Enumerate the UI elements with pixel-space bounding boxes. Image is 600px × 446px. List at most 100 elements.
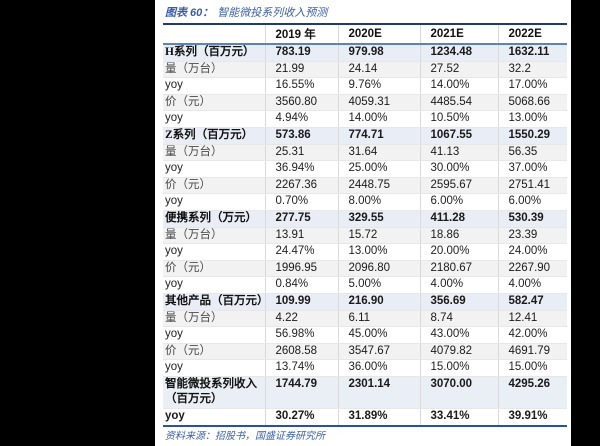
column-header: 2021E: [419, 24, 498, 45]
cell-value: 2096.80: [337, 260, 420, 278]
cell-value: 2267.36: [264, 177, 338, 195]
source-note: 资料来源：招股书，国盛证券研究所: [165, 430, 325, 442]
cell-value: 10.50%: [419, 110, 498, 128]
table-row: yoy 0.70% 8.00% 6.00% 6.00%: [163, 193, 567, 211]
table-row: 智能微投系列收入（百万元） 1744.79 2301.14 3070.00 4295.2…: [163, 376, 567, 410]
row-label: 价（元）: [163, 260, 265, 278]
cell-value: 774.71: [337, 127, 420, 145]
cell-value: 17.00%: [497, 77, 567, 95]
forecast-table-head-row: 2019 年 2020E 2021E 2022E: [163, 24, 567, 45]
cell-value: 5.00%: [337, 276, 420, 294]
cell-value: 43.00%: [419, 326, 498, 344]
cell-value: 4485.54: [419, 94, 498, 112]
cell-value: 2448.75: [337, 177, 420, 195]
cell-value: 30.00%: [419, 160, 498, 178]
row-label: yoy: [163, 326, 265, 344]
row-label: 其他产品（百万元）: [163, 293, 265, 311]
row-label: yoy: [163, 193, 265, 211]
cell-value: 27.52: [419, 61, 498, 79]
table-row: yoy 24.47% 13.00% 20.00% 24.00%: [163, 243, 567, 261]
cell-value: 6.00%: [497, 193, 567, 211]
table-row: 价（元） 1996.95 2096.80 2180.67 2267.90: [163, 260, 567, 278]
cell-value: 42.00%: [497, 326, 567, 344]
cell-value: 14.00%: [337, 110, 420, 128]
cell-value: 329.55: [337, 210, 420, 228]
row-label: 量（万台）: [163, 227, 265, 245]
row-label: Z系列（百万元）: [163, 127, 265, 145]
cell-value: 4.00%: [497, 276, 567, 294]
cell-value: 3547.67: [337, 343, 420, 361]
cell-value: 1996.95: [264, 260, 338, 278]
cell-value: 4059.31: [337, 94, 420, 112]
table-row: 价（元） 2608.58 3547.67 4079.82 4691.79: [163, 343, 567, 361]
table-row: yoy 30.27% 31.89% 33.41% 39.91%: [163, 408, 567, 427]
cell-value: 1744.79: [264, 376, 338, 410]
row-label: 量（万台）: [163, 310, 265, 328]
cell-value: 356.69: [419, 293, 498, 311]
cell-value: 1234.48: [419, 44, 498, 62]
cell-value: 8.74: [419, 310, 498, 328]
cell-value: 32.2: [497, 61, 567, 79]
table-title: 图表 60： 智能微投系列收入预测: [165, 6, 565, 20]
cell-value: 56.35: [497, 144, 567, 162]
table-row: yoy 0.84% 5.00% 4.00% 4.00%: [163, 276, 567, 294]
table-row: yoy 56.98% 45.00% 43.00% 42.00%: [163, 326, 567, 344]
row-label: 价（元）: [163, 343, 265, 361]
column-header: 2019 年: [264, 24, 338, 45]
cell-value: 36.94%: [264, 160, 338, 178]
corner-cell: [163, 24, 265, 45]
cell-value: 4.94%: [264, 110, 338, 128]
cell-value: 109.99: [264, 293, 338, 311]
cell-value: 2180.67: [419, 260, 498, 278]
cell-value: 4079.82: [419, 343, 498, 361]
cell-value: 31.64: [337, 144, 420, 162]
cell-value: 36.00%: [337, 359, 420, 377]
figure-title-text: 智能微投系列收入预测: [217, 7, 328, 19]
cell-value: 24.47%: [264, 243, 338, 261]
table-row: 量（万台） 13.91 15.72 18.86 23.39: [163, 227, 567, 245]
cell-value: 16.55%: [264, 77, 338, 95]
cell-value: 1550.29: [497, 127, 567, 145]
table-row: 便携系列（万元） 277.75 329.55 411.28 530.39: [163, 210, 567, 228]
cell-value: 37.00%: [497, 160, 567, 178]
table-row: 价（元） 2267.36 2448.75 2595.67 2751.41: [163, 177, 567, 195]
cell-value: 18.86: [419, 227, 498, 245]
row-label: yoy: [163, 276, 265, 294]
table-row: H系列（百万元） 783.19 979.98 1234.48 1632.11: [163, 44, 567, 62]
cell-value: 573.86: [264, 127, 338, 145]
cell-value: 15.72: [337, 227, 420, 245]
cell-value: 25.31: [264, 144, 338, 162]
report-panel: 图表 60： 智能微投系列收入预测 2019 年 2020E 2021E 2022E H…: [155, 0, 571, 446]
cell-value: 2608.58: [264, 343, 338, 361]
cell-value: 582.47: [497, 293, 567, 311]
cell-value: 13.00%: [497, 110, 567, 128]
cell-value: 13.74%: [264, 359, 338, 377]
row-label: 量（万台）: [163, 61, 265, 79]
row-label: yoy: [163, 359, 265, 377]
cell-value: 411.28: [419, 210, 498, 228]
row-label: yoy: [163, 110, 265, 128]
cell-value: 2267.90: [497, 260, 567, 278]
cell-value: 783.19: [264, 44, 338, 62]
cell-value: 4295.26: [497, 376, 567, 410]
row-label: 便携系列（万元）: [163, 210, 265, 228]
cell-value: 277.75: [264, 210, 338, 228]
cell-value: 6.00%: [419, 193, 498, 211]
cell-value: 30.27%: [264, 408, 338, 427]
cell-value: 3560.80: [264, 94, 338, 112]
table-row: Z系列（百万元） 573.86 774.71 1067.55 1550.29: [163, 127, 567, 145]
cell-value: 20.00%: [419, 243, 498, 261]
table-row: yoy 4.94% 14.00% 10.50% 13.00%: [163, 110, 567, 128]
column-header: 2022E: [497, 24, 567, 45]
cell-value: 4.22: [264, 310, 338, 328]
cell-value: 0.70%: [264, 193, 338, 211]
cell-value: 14.00%: [419, 77, 498, 95]
cell-value: 56.98%: [264, 326, 338, 344]
row-label: yoy: [163, 243, 265, 261]
cell-value: 8.00%: [337, 193, 420, 211]
cell-value: 4.00%: [419, 276, 498, 294]
cell-value: 21.99: [264, 61, 338, 79]
table-row: 价（元） 3560.80 4059.31 4485.54 5068.66: [163, 94, 567, 112]
cell-value: 3070.00: [419, 376, 498, 410]
table-row: 量（万台） 4.22 6.11 8.74 12.41: [163, 310, 567, 328]
